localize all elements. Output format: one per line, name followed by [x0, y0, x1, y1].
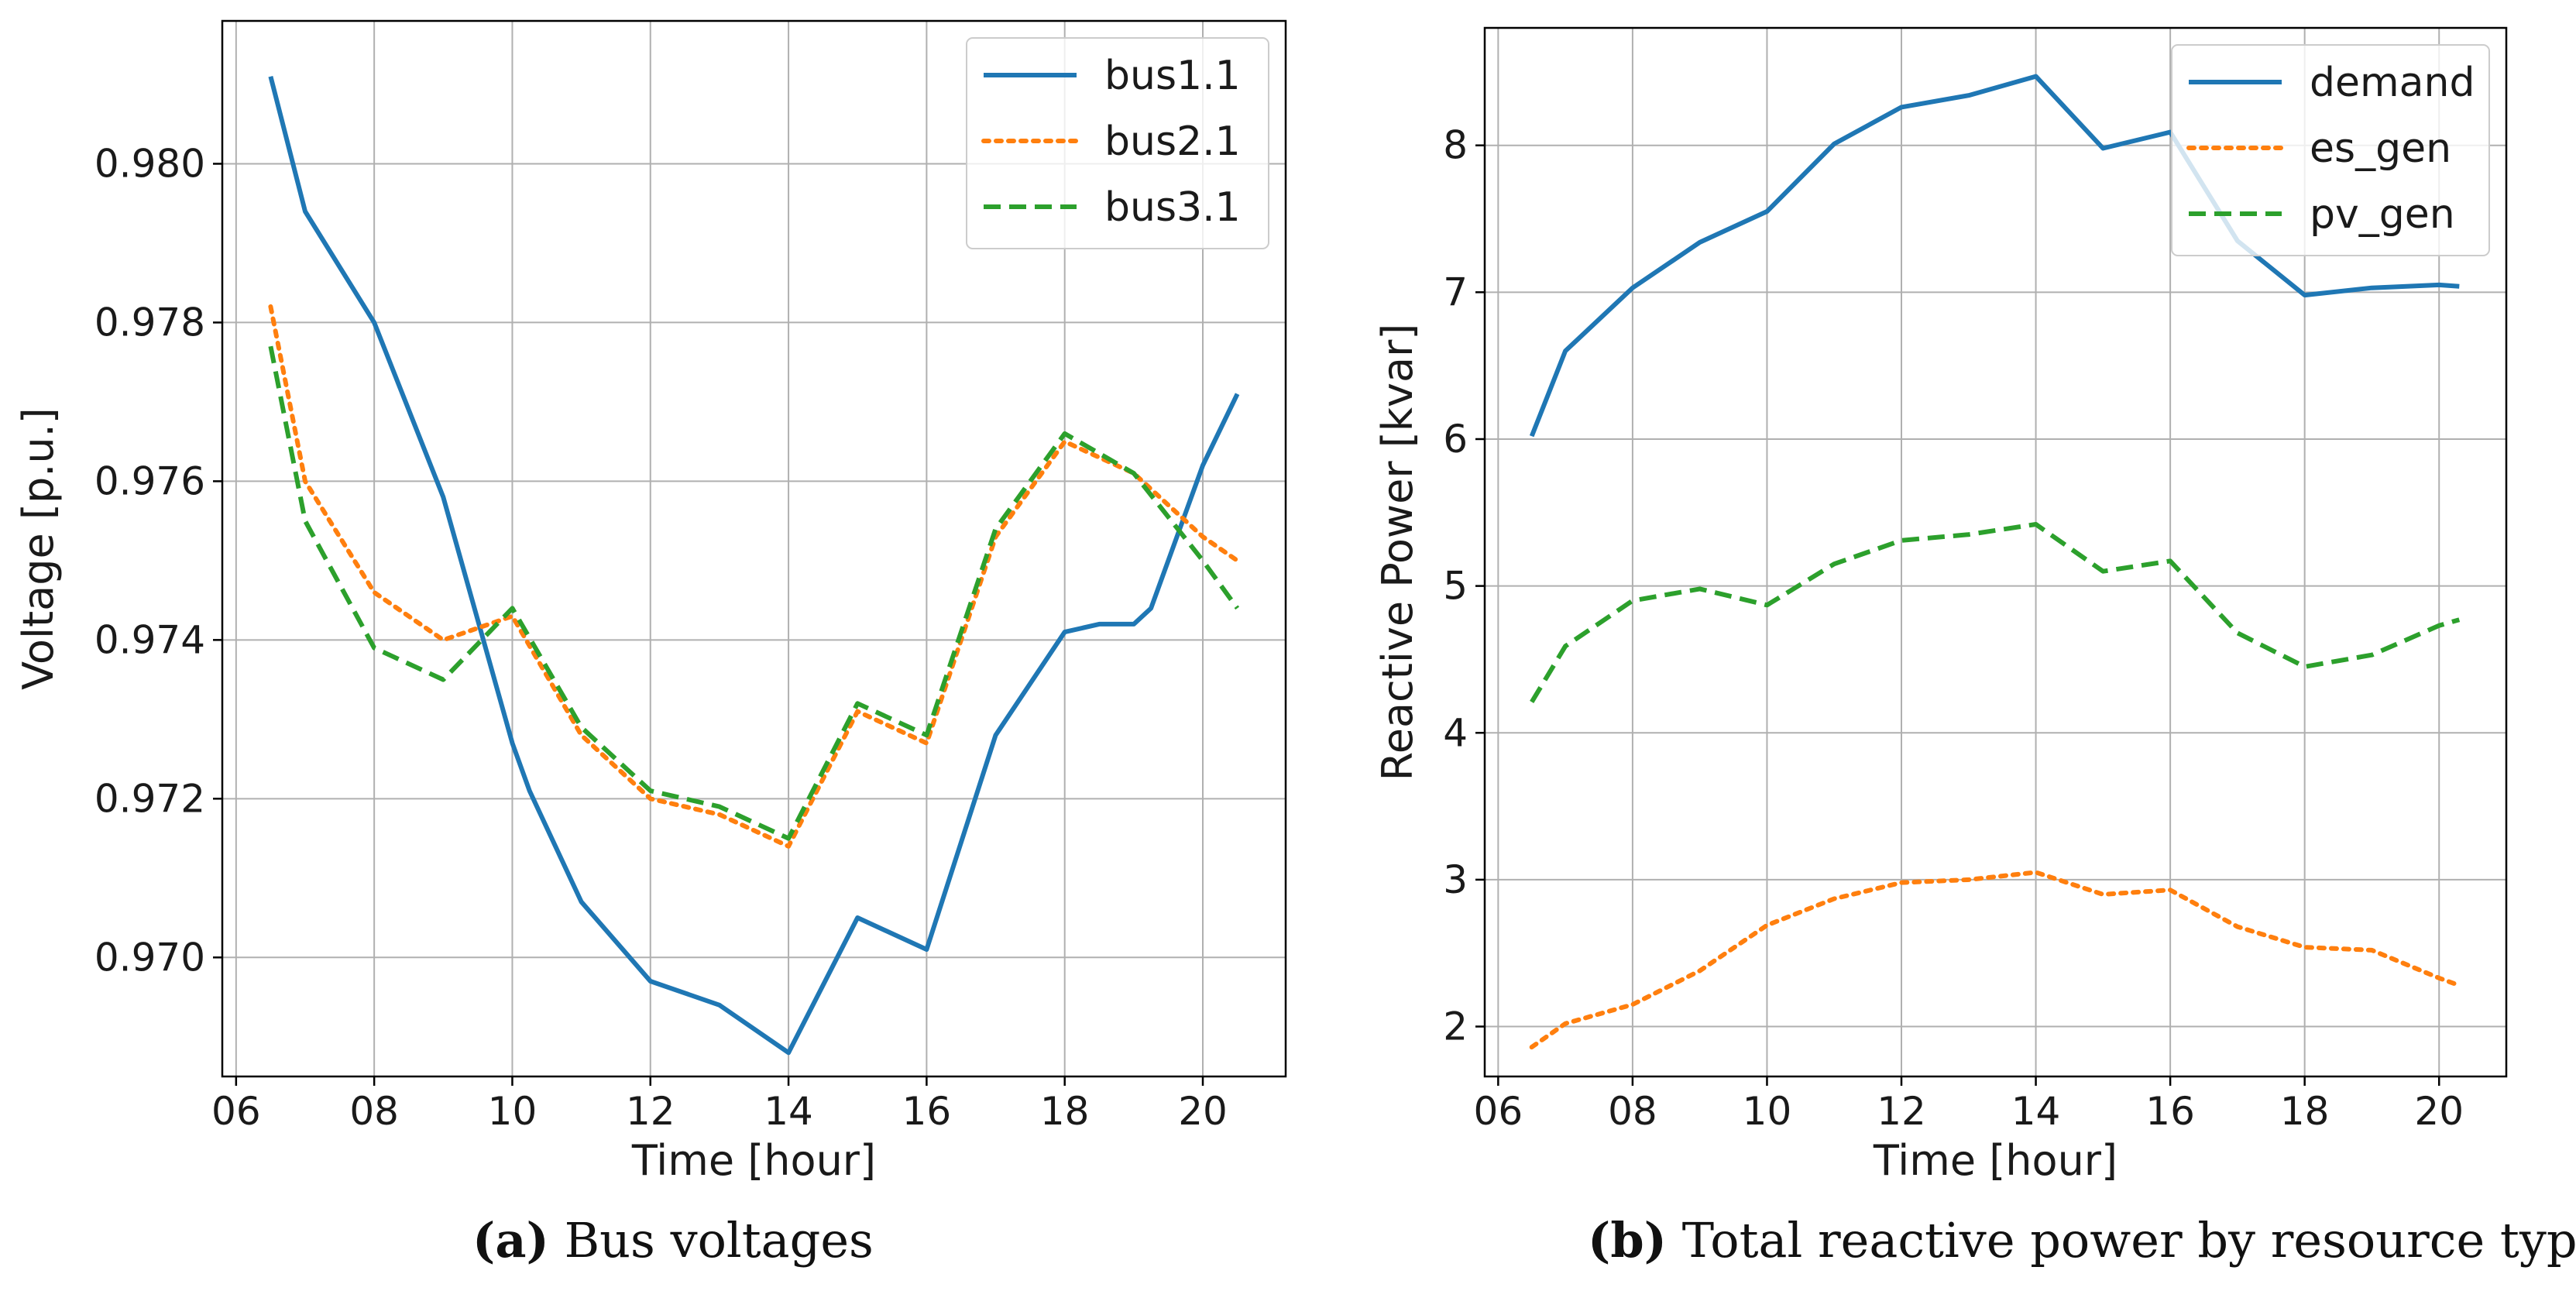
x-tick-label: 18	[2280, 1089, 2330, 1134]
plot-frame	[221, 19, 1287, 1078]
legend-box	[966, 37, 1269, 249]
x-tick-label: 10	[488, 1089, 538, 1134]
y-tick-label: 8	[1443, 123, 1468, 168]
legend-label-bus2.1: bus2.1	[1104, 118, 1241, 165]
x-tick-label: 20	[2414, 1089, 2464, 1134]
legend-label-pv_gen: pv_gen	[2310, 191, 2455, 238]
y-tick-label: 6	[1443, 417, 1468, 462]
x-tick-label: 10	[1743, 1089, 1792, 1134]
y-tick-label: 0.974	[94, 617, 205, 662]
y-tick-label: 4	[1443, 710, 1468, 755]
legend-label-demand: demand	[2310, 60, 2475, 106]
y-tick-label: 3	[1443, 857, 1468, 902]
x-tick-label: 06	[211, 1089, 261, 1134]
x-tick-label: 06	[1474, 1089, 1523, 1134]
y-tick-label: 0.978	[94, 300, 205, 345]
y-tick-label: 0.970	[94, 935, 205, 980]
series-line-bus3.1	[268, 345, 1240, 841]
y-tick-label: 0.976	[94, 458, 205, 503]
x-tick-label: 14	[764, 1089, 813, 1134]
legend: bus1.1 bus2.1 bus3.1	[966, 37, 1269, 249]
x-tick-label: 08	[1608, 1089, 1657, 1134]
x-tick-label: 16	[902, 1089, 952, 1134]
chart-b: 06 08 10 12 14 16 18 20 2 3 4 5 6 7 8 Time [hour] Reacti…	[1373, 26, 2508, 1185]
x-axis-label: Time [hour]	[631, 1136, 876, 1185]
caption-a: (a) Bus voltages	[472, 1212, 874, 1269]
x-tick-label: 20	[1178, 1089, 1228, 1134]
series-line-pv_gen	[1530, 522, 2461, 703]
x-tick-label: 12	[626, 1089, 675, 1134]
x-tick-label: 14	[2011, 1089, 2061, 1134]
plot-frame	[1483, 26, 2508, 1078]
legend-box	[2171, 44, 2490, 256]
chart-a: 06 08 10 12 14 16 18 20 0.970 0.972 0.974 0.976 0.97…	[14, 19, 1287, 1185]
x-tick-label: 12	[1877, 1089, 1926, 1134]
series-line-bus1.1	[268, 75, 1240, 1056]
caption-a-letter: (a)	[472, 1212, 549, 1269]
y-tick-label: 0.972	[94, 776, 205, 821]
y-tick-label: 7	[1443, 270, 1468, 314]
caption-b: (b) Total reactive power by resource typ…	[1588, 1212, 2576, 1269]
series-line-bus2.1	[268, 304, 1240, 849]
y-tick-label: 5	[1443, 564, 1468, 609]
caption-b-text: Total reactive power by resource type	[1681, 1212, 2576, 1269]
y-axis-label: Reactive Power [kvar]	[1373, 324, 1422, 781]
x-axis-label: Time [hour]	[1873, 1136, 2117, 1185]
caption-b-letter: (b)	[1588, 1212, 1668, 1269]
series-line-demand	[1529, 74, 2460, 438]
x-tick-label: 08	[349, 1089, 399, 1134]
series-line-es_gen	[1529, 870, 2462, 1050]
x-tick-label: 18	[1040, 1089, 1090, 1134]
legend: demand es_gen pv_gen	[2171, 44, 2490, 256]
y-tick-label: 0.980	[94, 141, 205, 186]
y-tick-label: 2	[1443, 1004, 1468, 1049]
legend-label-es_gen: es_gen	[2310, 125, 2451, 172]
caption-a-text: Bus voltages	[564, 1212, 874, 1269]
legend-label-bus1.1: bus1.1	[1104, 53, 1241, 99]
y-axis-label: Voltage [p.u.]	[14, 407, 63, 690]
legend-label-bus3.1: bus3.1	[1104, 184, 1241, 231]
x-tick-label: 16	[2145, 1089, 2195, 1134]
